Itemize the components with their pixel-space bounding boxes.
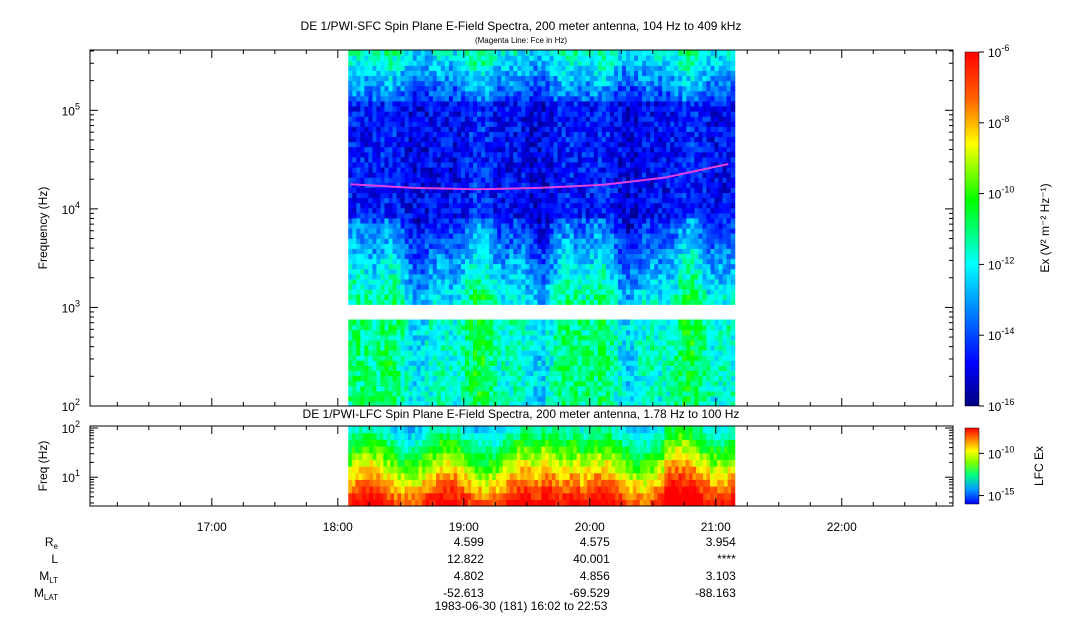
sfc-title: DE 1/PWI-SFC Spin Plane E-Field Spectra,… (301, 19, 742, 33)
ephemeris-value: -88.163 (695, 586, 736, 600)
lfc-y-label: Freq (Hz) (36, 441, 50, 492)
ephemeris-value: 4.856 (580, 569, 610, 583)
lfc-colorbar-tick-label: 10-15 (988, 487, 1014, 504)
sfc-colorbar-tick-label: 10-12 (988, 255, 1014, 272)
sfc-y-tick-label: 104 (62, 200, 80, 217)
sfc-y-tick-label: 105 (62, 101, 80, 118)
fce-line (350, 163, 729, 191)
sfc-subtitle: (Magenta Line: Fce in Hz) (475, 36, 567, 45)
ephemeris-row-label: L (51, 552, 58, 566)
sfc-colorbar-tick-label: 10-6 (988, 43, 1009, 60)
sfc-colorbar-tick-label: 10-14 (988, 326, 1014, 343)
lfc-spectrogram (348, 426, 736, 506)
date-range: 1983-06-30 (181) 16:02 to 22:53 (435, 599, 608, 613)
time-tick-label: 20:00 (575, 520, 605, 534)
lfc-colorbar-ticks: 10-15 10-10 (979, 444, 1014, 504)
sfc-y-label: Frequency (Hz) (36, 187, 50, 270)
sfc-spectrogram (348, 50, 736, 406)
lfc-colorbar[interactable] (964, 427, 980, 505)
ephemeris-value: 4.575 (580, 535, 610, 549)
lfc-panel: DE 1/PWI-LFC Spin Plane E-Field Spectra,… (36, 407, 1046, 507)
lfc-y-tick-label: 102 (62, 419, 80, 436)
ephemeris-value: 4.599 (454, 535, 484, 549)
sfc-colorbar-tick-label: 10-8 (988, 114, 1009, 131)
sfc-colorbar-label: Ex (V² m⁻² Hz⁻¹) (1038, 183, 1052, 272)
time-tick-label: 18:00 (323, 520, 353, 534)
lfc-y-tick-label: 101 (62, 468, 80, 485)
sfc-y-tick-label: 102 (62, 397, 80, 414)
ephemeris-value: 40.001 (573, 552, 610, 566)
sfc-y-tick-label: 103 (62, 298, 80, 315)
ephemeris-value: -52.613 (443, 586, 484, 600)
lfc-title: DE 1/PWI-LFC Spin Plane E-Field Spectra,… (303, 407, 740, 421)
ephemeris-row-label: Re (45, 535, 59, 551)
lfc-colorbar-label: LFC Ex (1032, 446, 1046, 486)
time-axis: 17:00 18:00 19:00 20:00 21:00 22:00 (116, 50, 937, 534)
ephemeris-row-label: MLT (39, 569, 58, 585)
sfc-colorbar[interactable] (964, 51, 980, 407)
ephemeris-value: 3.954 (706, 535, 736, 549)
ephemeris-value: 4.802 (454, 569, 484, 583)
ephemeris-row-label: MLAT (34, 586, 58, 602)
lfc-frame (89, 425, 954, 507)
sfc-panel: DE 1/PWI-SFC Spin Plane E-Field Spectra,… (36, 19, 1052, 414)
ephemeris-value: 3.103 (706, 569, 736, 583)
sfc-colorbar-tick-label: 10-16 (988, 397, 1014, 414)
ephemeris-table: Re 4.599 4.575 3.954 L 12.822 40.001 **** MLT 4.8… (34, 535, 736, 602)
sfc-colorbar-ticks: 10-16 10-14 10-12 10-10 10-8 10-6 (979, 43, 1014, 414)
ephemeris-value: -69.529 (569, 586, 610, 600)
ephemeris-value: **** (717, 552, 736, 566)
time-tick-label: 19:00 (449, 520, 479, 534)
time-tick-label: 21:00 (701, 520, 731, 534)
time-tick-label: 17:00 (197, 520, 227, 534)
time-tick-label: 22:00 (827, 520, 857, 534)
sfc-colorbar-tick-label: 10-10 (988, 185, 1014, 202)
ephemeris-value: 12.822 (447, 552, 484, 566)
lfc-colorbar-tick-label: 10-10 (988, 444, 1014, 461)
sfc-frame (89, 49, 954, 407)
